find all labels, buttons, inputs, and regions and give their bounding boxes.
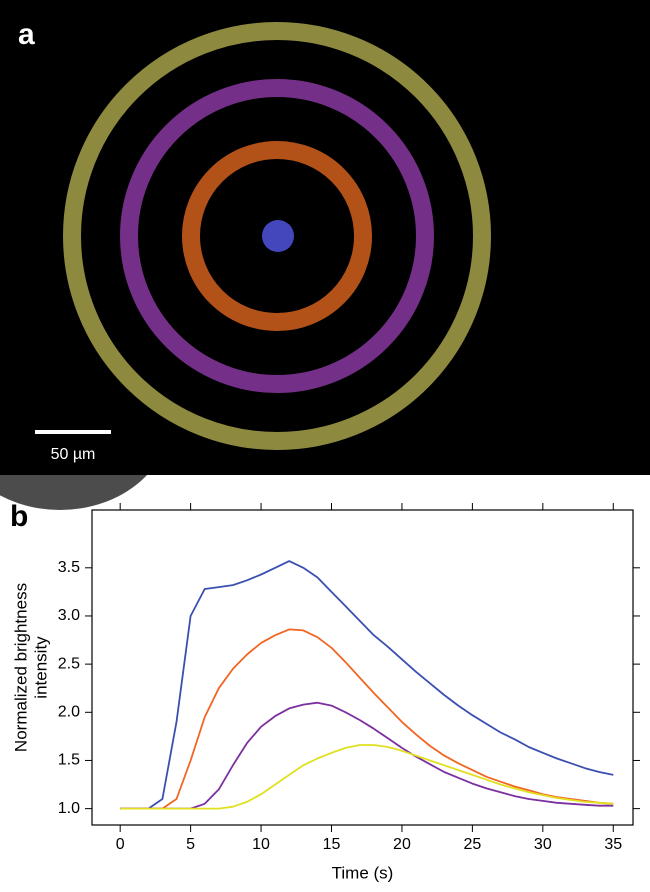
x-tick-label: 15 [323,836,341,853]
micrograph: 50 µm a [0,0,650,510]
x-tick-label: 10 [252,836,270,853]
y-tick-label: 2.5 [58,655,80,672]
x-tick-label: 25 [463,836,481,853]
y-tick-label: 3.0 [58,607,80,624]
scale-bar-label: 50 µm [51,446,96,463]
series-line [120,560,614,810]
y-axis-title: Normalized brightness [11,583,30,752]
chart: 0 5 10 15 20 25 30 35 1.0 1.5 2.0 2.5 3.0 3.5 Time (s)… [11,503,640,882]
x-tick-label: 35 [604,836,622,853]
x-tick-label: 30 [534,836,552,853]
panel-label: b [10,500,28,533]
series-line [120,628,614,810]
y-tick-label: 3.5 [58,559,80,576]
x-tick-label: 0 [116,836,125,853]
y-tick-label: 2.0 [58,704,80,721]
plot-frame [91,509,634,826]
x-axis-title: Time (s) [332,863,394,882]
x-tick-label: 20 [393,836,411,853]
panel-label: a [18,18,35,51]
y-tick-label: 1.5 [58,752,80,769]
y-tick-label: 1.0 [58,800,80,817]
series-line [120,701,614,810]
y-axis-title: intensity [31,636,50,699]
series-line [120,744,614,810]
x-tick-label: 5 [186,836,195,853]
